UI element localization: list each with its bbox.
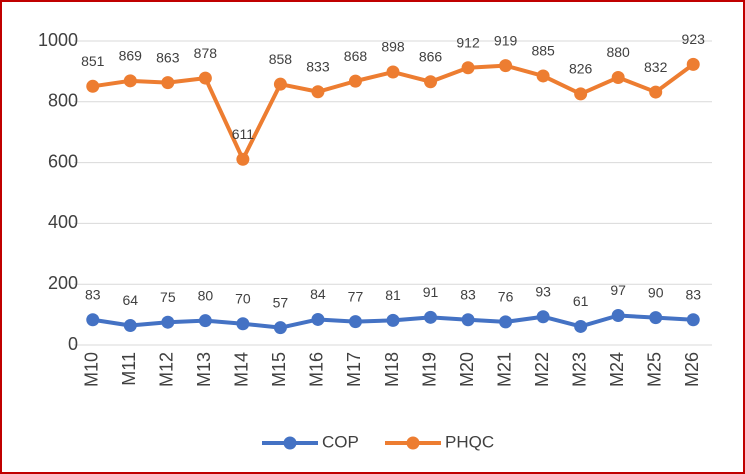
point [536,69,550,83]
y-tick-label: 0 [68,334,78,354]
x-tick-label: M18 [382,352,402,387]
point [86,313,100,327]
x-tick-label: M10 [82,352,102,387]
y-tick-label: 600 [48,151,78,171]
x-tick-label: M20 [457,352,477,387]
point [649,85,663,99]
data-label: 923 [682,31,706,47]
point [536,310,550,324]
x-tick-label: M25 [644,352,664,387]
data-label: 75 [160,289,176,305]
point [424,310,438,324]
x-tick-label: M12 [157,352,177,387]
x-tick-label: M21 [494,352,514,387]
data-label: 97 [610,282,626,298]
point [499,59,513,73]
data-label: 858 [269,51,293,67]
data-label: 90 [648,284,664,300]
data-label: 869 [119,48,143,64]
x-tick-label: M14 [232,352,252,387]
point [461,313,475,327]
data-label: 57 [273,294,289,310]
data-label: 863 [156,49,180,65]
x-tick-label: M24 [607,352,627,387]
y-tick-label: 200 [48,273,78,293]
point [649,311,663,325]
x-tick-label: M26 [682,352,702,387]
point [461,61,475,75]
data-label: 868 [344,48,368,64]
point [499,315,513,329]
x-tick-label: M17 [344,352,364,387]
data-label: 76 [498,289,514,305]
point [161,315,175,329]
point [311,85,325,99]
x-tick-label: M13 [194,352,214,387]
point [86,79,100,93]
legend-marker [283,436,297,450]
point [386,313,400,327]
point [198,71,212,85]
point [198,314,212,328]
data-label: 919 [494,32,518,48]
legend-label: PHQC [445,432,494,451]
point [273,77,287,91]
point [611,309,625,323]
x-tick-label: M22 [532,352,552,387]
x-tick-label: M15 [269,352,289,387]
legend-marker [406,436,420,450]
point [686,313,700,327]
data-label: 81 [385,287,401,303]
data-label: 898 [381,39,405,55]
data-label: 84 [310,286,326,302]
point [574,87,588,101]
legend-label: COP [322,432,359,451]
x-tick-label: M23 [569,352,589,387]
data-label: 83 [685,286,701,302]
x-tick-label: M11 [119,352,139,386]
x-tick-label: M19 [419,352,439,387]
point [348,74,362,88]
data-label: 77 [348,288,364,304]
data-label: 880 [606,44,630,60]
point [161,76,175,90]
data-label: 833 [306,58,330,74]
y-tick-label: 800 [48,91,78,111]
data-label: 912 [456,34,480,50]
point [123,74,137,88]
data-label: 866 [419,48,443,64]
data-label: 80 [198,287,214,303]
point [611,70,625,84]
data-label: 611 [232,126,255,142]
y-tick-label: 1000 [38,30,78,50]
data-label: 91 [423,284,439,300]
y-tick-label: 400 [48,212,78,232]
data-label: 885 [531,43,555,59]
point [386,65,400,79]
data-label: 851 [81,53,105,69]
point [686,57,700,71]
point [273,321,287,335]
data-label: 83 [85,286,101,302]
point [348,315,362,329]
point [236,152,250,166]
point [574,319,588,333]
point [236,317,250,331]
point [311,312,325,326]
data-label: 832 [644,59,668,75]
data-label: 93 [535,283,551,299]
data-label: 70 [235,290,251,306]
data-label: 61 [573,293,589,309]
data-label: 64 [123,292,139,308]
x-tick-label: M16 [307,352,327,387]
point [424,75,438,89]
point [123,319,137,333]
data-label: 826 [569,61,593,77]
data-label: 878 [194,45,218,61]
data-label: 83 [460,286,476,302]
